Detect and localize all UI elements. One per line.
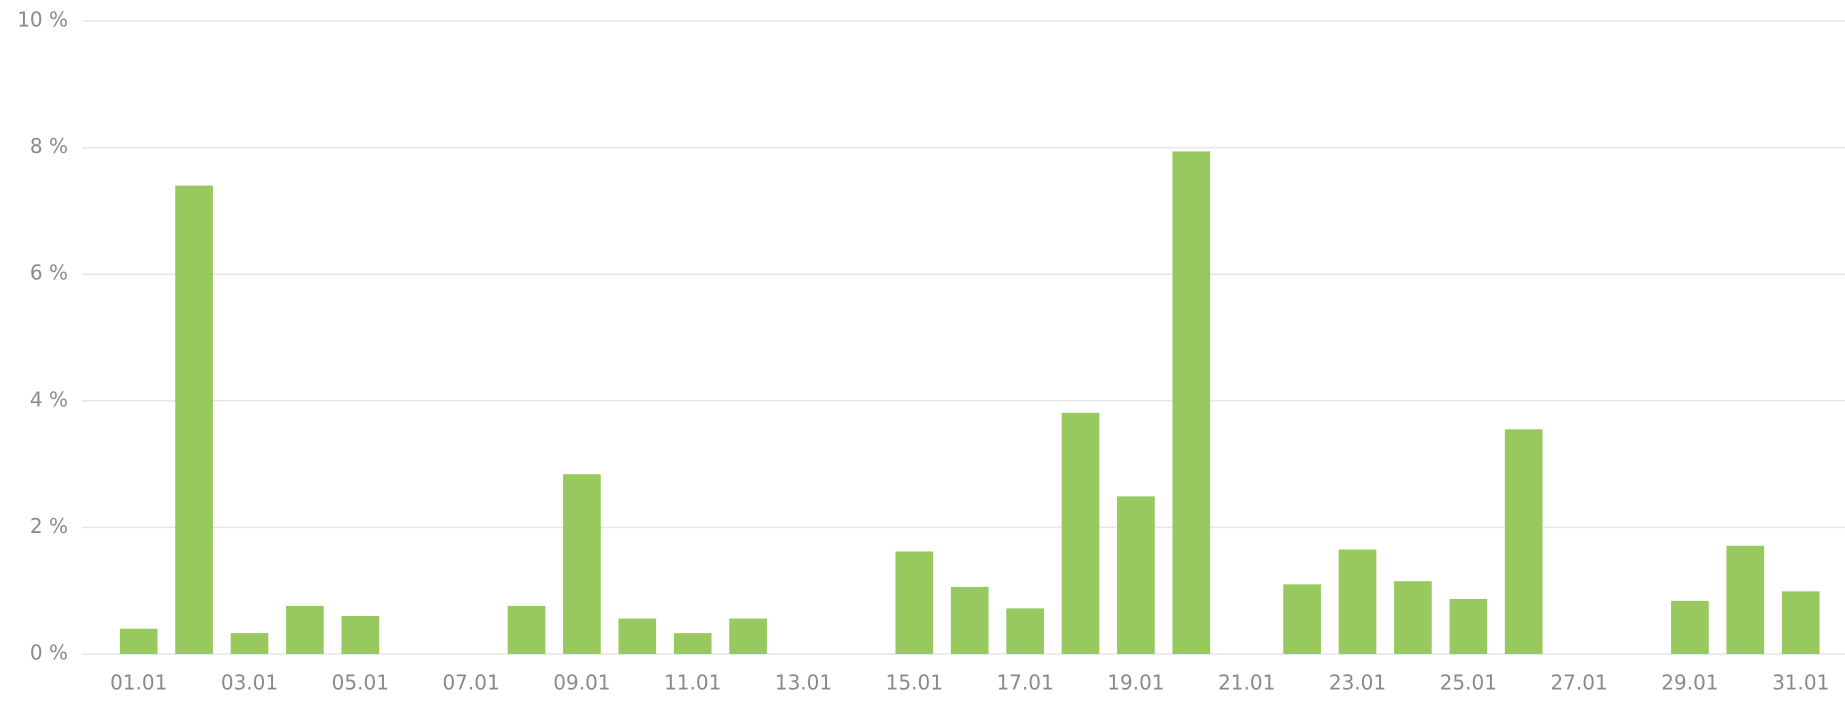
bar	[1726, 545, 1765, 654]
x-tick-label: 03.01	[221, 671, 278, 695]
bar	[175, 185, 213, 654]
x-tick-label: 21.01	[1218, 671, 1275, 695]
bar	[895, 551, 934, 654]
x-tick-label: 25.01	[1440, 671, 1497, 695]
x-tick-label: 19.01	[1107, 671, 1164, 695]
bar	[1394, 581, 1432, 654]
bar	[1504, 429, 1543, 654]
x-tick-label: 27.01	[1550, 671, 1607, 695]
x-tick-label: 29.01	[1661, 671, 1718, 695]
bar	[286, 605, 324, 654]
x-tick-label: 05.01	[332, 671, 389, 695]
x-tick-label: 11.01	[664, 671, 721, 695]
y-tick-label: 2 %	[30, 514, 68, 538]
bar	[1449, 598, 1488, 654]
bar	[950, 586, 989, 654]
y-tick-label: 8 %	[30, 134, 68, 158]
bar	[1061, 412, 1100, 654]
x-tick-label: 31.01	[1772, 671, 1829, 695]
bar	[563, 474, 601, 654]
x-tick-label: 17.01	[996, 671, 1053, 695]
y-tick-label: 10 %	[17, 8, 68, 32]
bar	[1117, 496, 1155, 654]
bar	[341, 616, 380, 654]
y-tick-label: 4 %	[30, 387, 68, 411]
bar	[1781, 591, 1820, 654]
bar	[1283, 584, 1321, 654]
bar	[119, 628, 158, 654]
y-tick-label: 0 %	[30, 641, 68, 665]
bar	[1671, 600, 1709, 654]
bar	[729, 618, 767, 654]
x-tick-label: 01.01	[110, 671, 167, 695]
bar	[507, 605, 546, 654]
x-tick-label: 15.01	[886, 671, 943, 695]
bar	[673, 633, 712, 654]
y-tick-label: 6 %	[30, 261, 68, 285]
x-tick-label: 07.01	[442, 671, 499, 695]
x-tick-label: 09.01	[553, 671, 610, 695]
x-tick-label: 13.01	[775, 671, 832, 695]
bar	[1006, 608, 1044, 654]
bar	[1338, 549, 1377, 654]
x-tick-label: 23.01	[1329, 671, 1386, 695]
bar	[1172, 151, 1211, 654]
bar	[230, 633, 269, 654]
bar	[618, 618, 657, 654]
